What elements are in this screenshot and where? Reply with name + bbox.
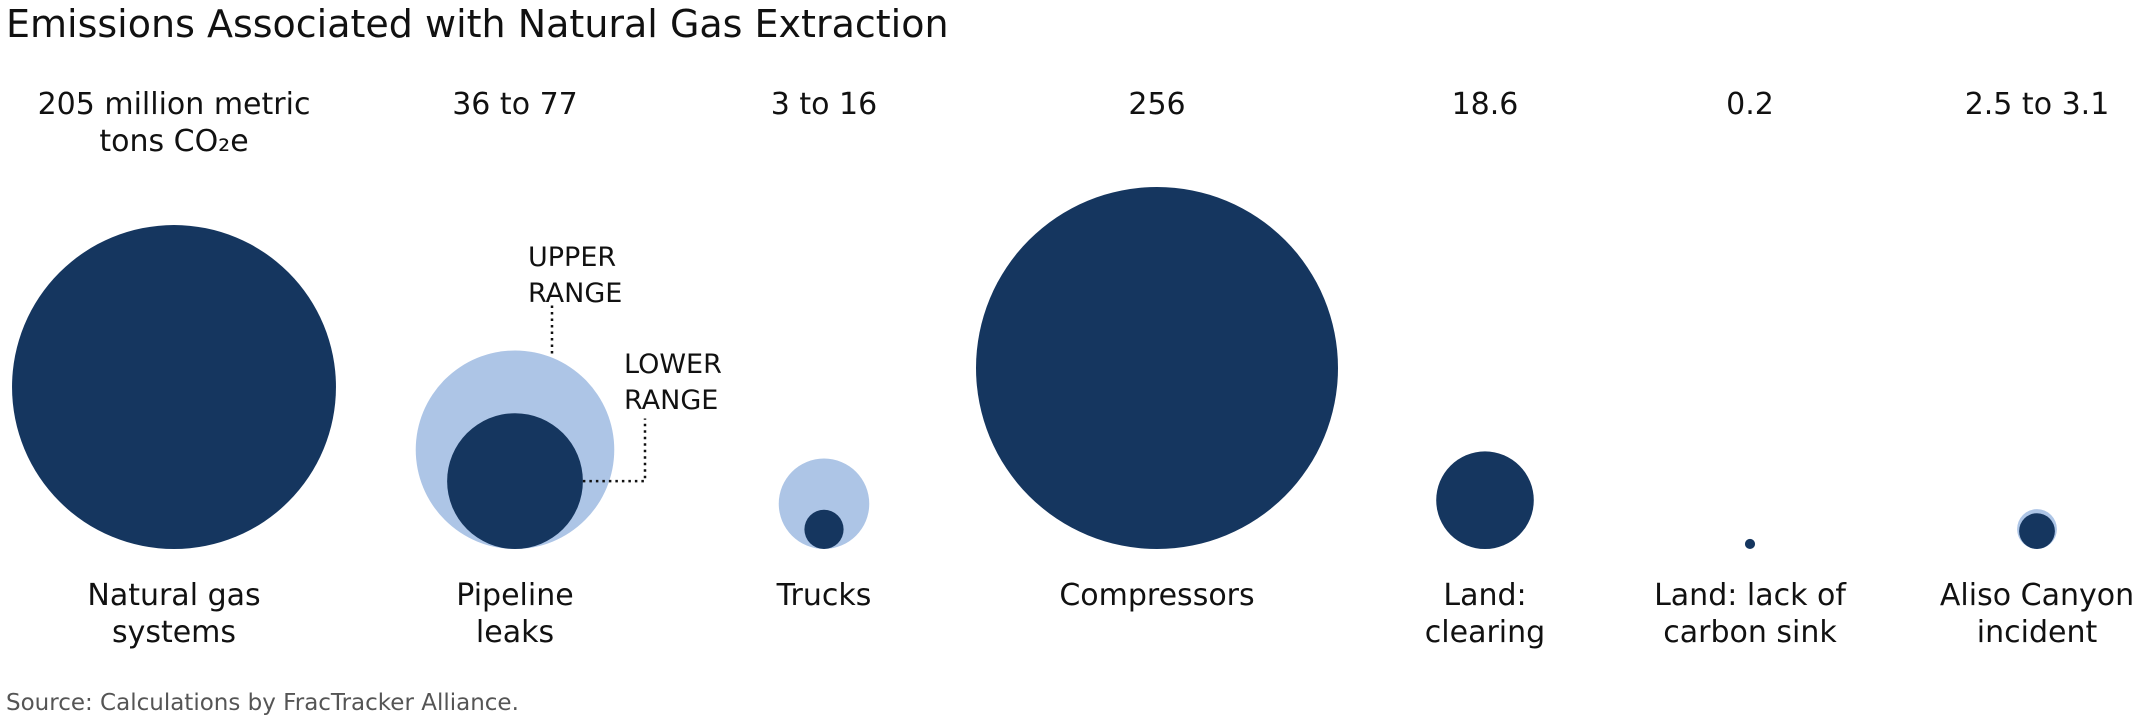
upper-range-annotation: UPPER RANGE: [528, 242, 623, 310]
value-label: 36 to 77: [452, 87, 578, 122]
lower-range-circle: [2019, 513, 2055, 549]
upper-range-circle: [778, 458, 870, 549]
value-label: 256: [1128, 87, 1186, 122]
category-label: Aliso Canyon incident: [1939, 578, 2135, 650]
value-label: 0.2: [1726, 87, 1774, 122]
lower-range-circle: [1744, 538, 1756, 550]
source-note: Source: Calculations by FracTracker Alli…: [6, 690, 519, 716]
category-label: Compressors: [1059, 578, 1255, 613]
value-label: 18.6: [1451, 87, 1519, 122]
category-label: Pipeline leaks: [456, 578, 574, 650]
chart-title: Emissions Associated with Natural Gas Ex…: [6, 2, 949, 46]
lower-range-circle: [804, 509, 844, 549]
category-label: Natural gas systems: [87, 578, 261, 650]
lower-range-circle: [976, 187, 1338, 549]
category-label: Land: clearing: [1424, 578, 1546, 650]
annotation-leader: [582, 418, 647, 483]
category-label: Land: lack of carbon sink: [1654, 578, 1846, 650]
lower-range-circle: [12, 225, 336, 549]
value-label: 205 million metric tons CO₂e: [37, 87, 311, 159]
value-label: 3 to 16: [770, 87, 878, 122]
lower-range-circle: [447, 413, 583, 549]
lower-range-circle: [1436, 451, 1534, 549]
value-label: 2.5 to 3.1: [1964, 87, 2110, 122]
lower-range-annotation: LOWER RANGE: [624, 349, 722, 417]
category-label: Trucks: [776, 578, 872, 613]
